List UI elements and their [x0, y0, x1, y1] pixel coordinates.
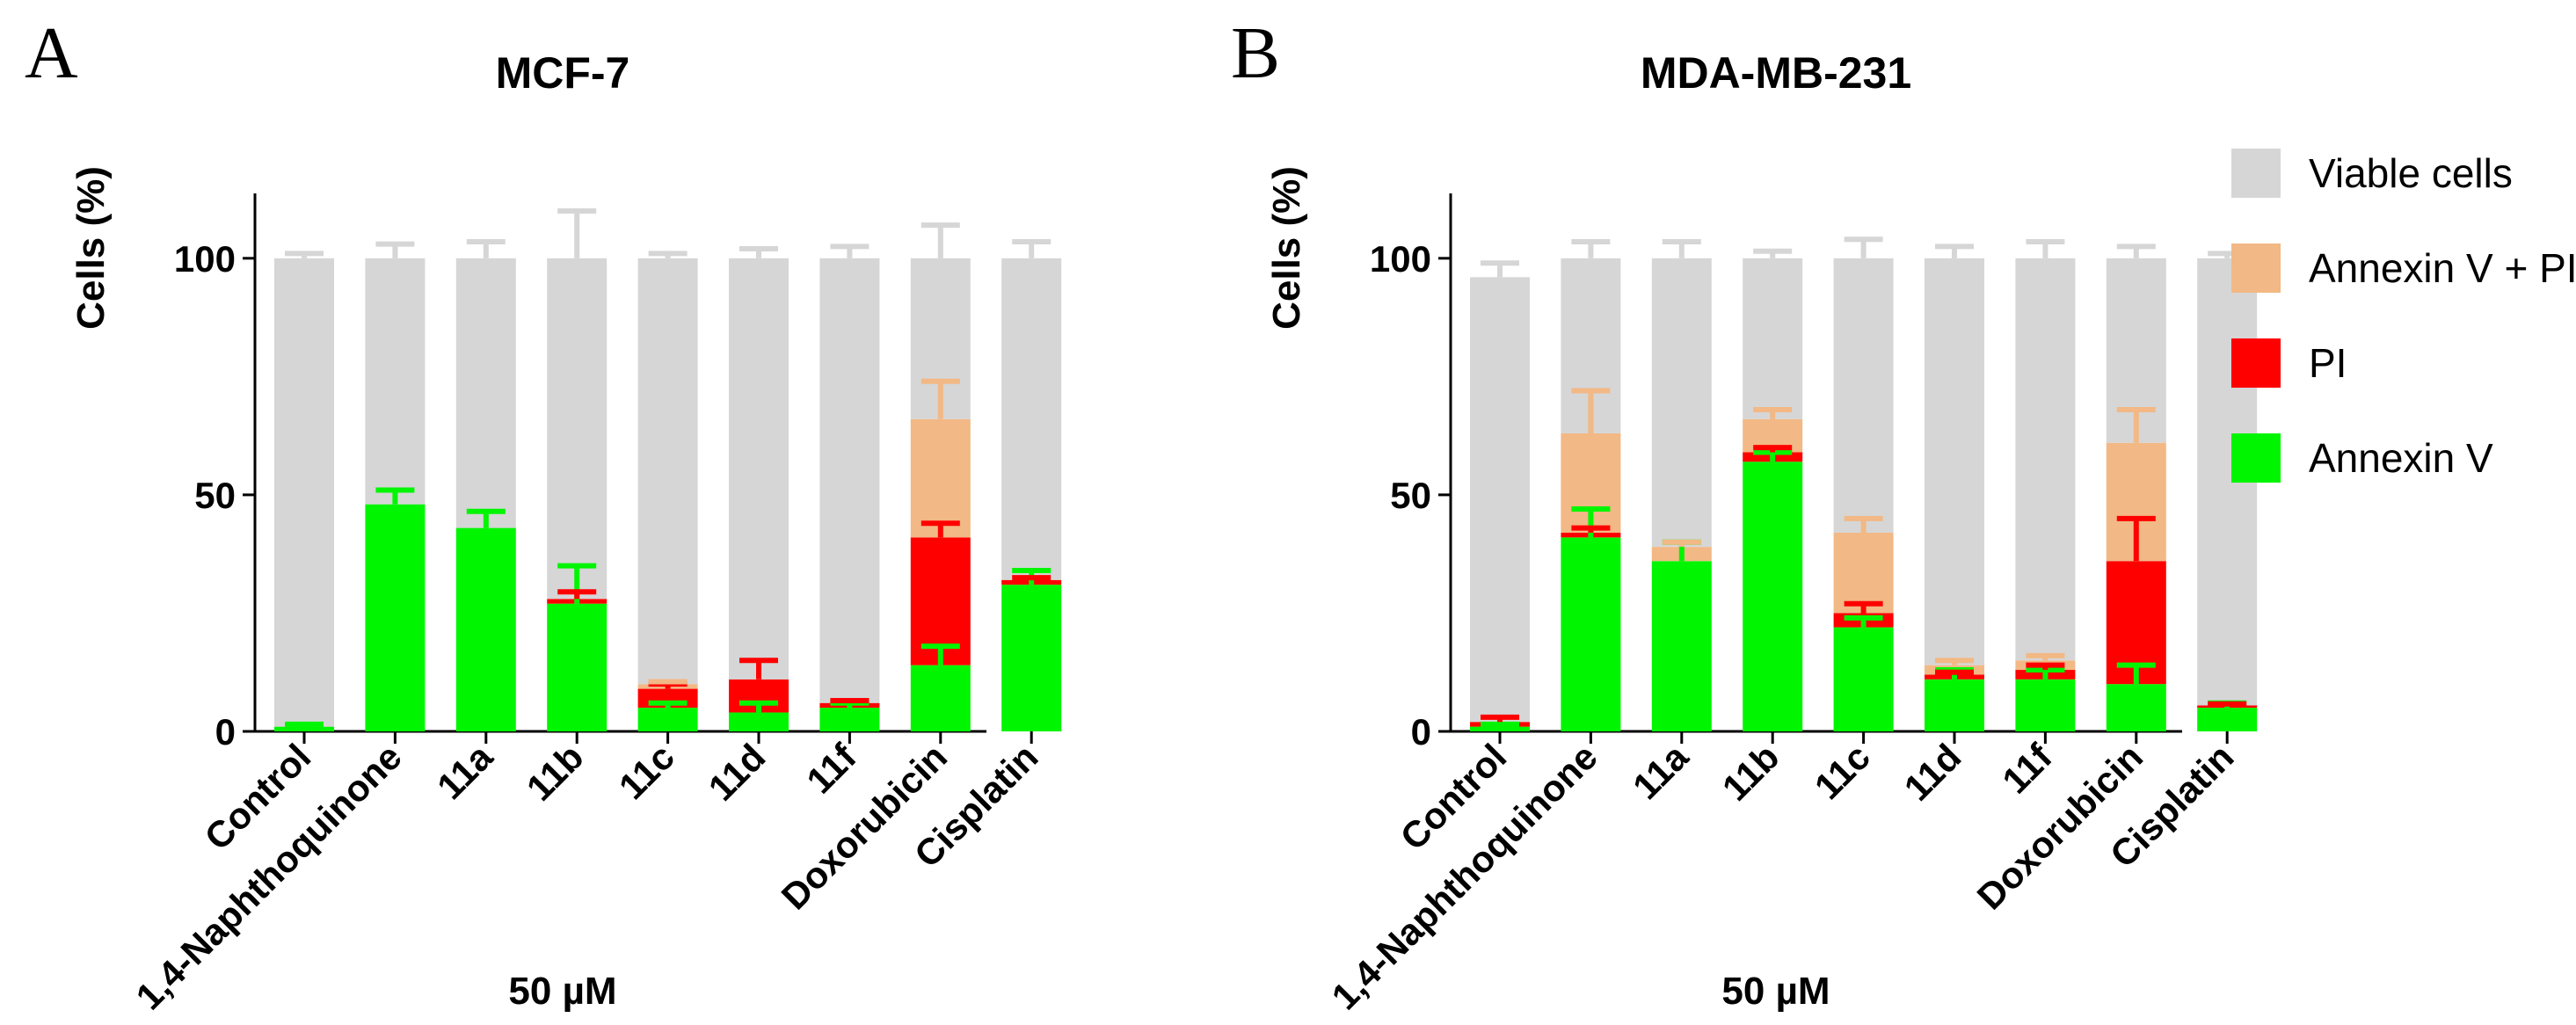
panel-a-bar-11c-annexin-v — [637, 708, 698, 731]
panel-b-bar-11c-annexin-v-pi — [1833, 532, 1894, 614]
panel-b-bar-doxorubicin-annexin-v — [2106, 684, 2166, 731]
panel-a-x-tick-label-11d: 11d — [701, 736, 774, 809]
legend-label-pi: PI — [2309, 340, 2347, 386]
panel-b-x-tick-label-11c: 11c — [1807, 736, 1878, 807]
panel-b-bar-1-4-naphthoquinone-annexin-v — [1561, 537, 1621, 731]
panel-a-bar-doxorubicin-annexin-v-pi — [910, 418, 971, 538]
panel-a-bar-1-4-naphthoquinone-viable-cells — [365, 258, 426, 505]
legend-label-annexin-v: Annexin V — [2309, 435, 2493, 481]
panel-a-x-axis-label: 50 µM — [508, 970, 616, 1013]
panel-a-bar-11c-viable-cells — [637, 258, 698, 685]
panel-a-bar-doxorubicin-annexin-v — [910, 665, 971, 731]
panel-a-x-tick-label-11a: 11a — [429, 736, 501, 808]
panel-b-x-tick-label-11d: 11d — [1896, 736, 1969, 809]
panel-a-y-tick-label-50: 50 — [194, 475, 236, 516]
panel-a-x-tick-label-11f: 11f — [798, 735, 864, 801]
panel-a-x-tick-label-11b: 11b — [519, 736, 592, 809]
panel-a-bar-control-viable-cells — [274, 258, 334, 727]
panel-b-y-tick-label-100: 100 — [1370, 238, 1431, 280]
panel-b-x-tick-label-11f: 11f — [1994, 735, 2060, 801]
panel-b-x-axis-label: 50 µM — [1721, 970, 1830, 1013]
panel-b-bar-11a-annexin-v — [1651, 561, 1712, 731]
panel-b-bar-control-annexin-v — [1470, 726, 1530, 731]
panel-b-y-axis-label: Cells (%) — [1265, 166, 1308, 330]
panel-b-bar-11d-viable-cells — [1925, 258, 1984, 665]
panel-a-bar-cisplatin-viable-cells — [1001, 258, 1062, 580]
panel-a-y-tick-label-0: 0 — [215, 711, 236, 752]
panel-a-bar-11a-annexin-v — [455, 527, 516, 731]
panel-b-bar-11b-annexin-v — [1743, 462, 1803, 731]
panel-a-bar-1-4-naphthoquinone-annexin-v — [365, 504, 426, 731]
panel-b-y-tick-label-0: 0 — [1411, 711, 1431, 752]
legend-swatch-annexin-v — [2231, 433, 2281, 483]
panel-a-title: MCF-7 — [496, 48, 630, 98]
panel-b-bar-11c-annexin-v — [1833, 627, 1894, 731]
panel-a-y-axis-label: Cells (%) — [69, 166, 113, 330]
panel-a-bar-11b-viable-cells — [547, 258, 608, 600]
panel-b-bar-11f-viable-cells — [2015, 258, 2076, 661]
panel-a-bar-11f-annexin-v — [819, 708, 880, 731]
legend: Viable cells Annexin V + PI PI Annexin V — [2231, 149, 2576, 483]
legend-swatch-viable-cells — [2231, 149, 2281, 198]
legend-swatch-annexin-v-pi — [2231, 244, 2281, 293]
panel-a-bar-11d-annexin-v — [729, 712, 789, 731]
panel-b-bar-11d-annexin-v — [1925, 679, 1984, 731]
panel-a-bar-11a-viable-cells — [455, 258, 516, 528]
panel-b-x-tick-label-11b: 11b — [1714, 736, 1787, 809]
panel-a-bar-11d-viable-cells — [729, 258, 789, 680]
panel-b-bar-11f-annexin-v — [2015, 679, 2076, 731]
panel-a-bar-11b-annexin-v — [547, 603, 608, 731]
panel-b-bar-11c-viable-cells — [1833, 258, 1894, 533]
legend-label-viable-cells: Viable cells — [2309, 150, 2513, 196]
panel-b-title: MDA-MB-231 — [1641, 48, 1911, 98]
legend-label-annexin-v-pi: Annexin V + PI — [2309, 245, 2576, 291]
panel-a-bar-control-annexin-v — [274, 726, 334, 731]
legend-swatch-pi — [2231, 338, 2281, 388]
panel-b-x-tick-label-11a: 11a — [1625, 736, 1697, 808]
panel-a-letter: A — [25, 12, 78, 94]
panel-a-bar-cisplatin-annexin-v — [1001, 585, 1062, 731]
panel-b-bar-11b-viable-cells — [1743, 258, 1803, 419]
panel-b-bar-control-viable-cells — [1470, 277, 1530, 723]
panel-b-y-tick-label-50: 50 — [1390, 475, 1431, 516]
panel-a-bar-11f-viable-cells — [819, 258, 880, 703]
panel-b-bar-11a-viable-cells — [1651, 258, 1712, 548]
panel-b-letter: B — [1231, 12, 1280, 94]
panel-a-y-tick-label-100: 100 — [174, 238, 236, 280]
panel-a-x-tick-label-11c: 11c — [611, 736, 682, 807]
panel-b-bar-cisplatin-annexin-v — [2197, 708, 2258, 731]
